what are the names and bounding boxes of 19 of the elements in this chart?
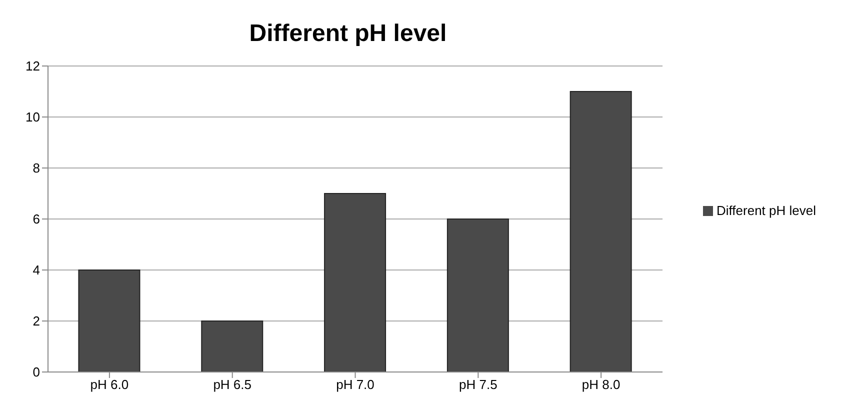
x-tick-label: pH 6.0 [90,377,129,392]
chart-title: Different pH level [248,20,448,48]
y-tick-label: 0 [32,364,40,380]
y-tick-label: 8 [32,160,40,176]
bar [201,320,264,372]
x-tick-label: pH 7.5 [459,377,498,392]
y-tick-label: 2 [32,314,40,329]
bar [570,91,632,372]
legend-label: Different pH level [716,202,816,218]
bar [78,270,140,372]
x-tick-label: pH 8.0 [582,377,620,392]
bar [446,218,509,372]
y-tick-label: 12 [26,58,40,74]
x-tick-label: pH 6.5 [213,377,252,392]
y-tick-label: 4 [32,262,40,278]
y-tick-label: 6 [32,212,40,227]
x-tick-label: pH 7.0 [336,377,374,392]
y-tick-label: 10 [26,110,40,125]
bar [324,193,386,372]
